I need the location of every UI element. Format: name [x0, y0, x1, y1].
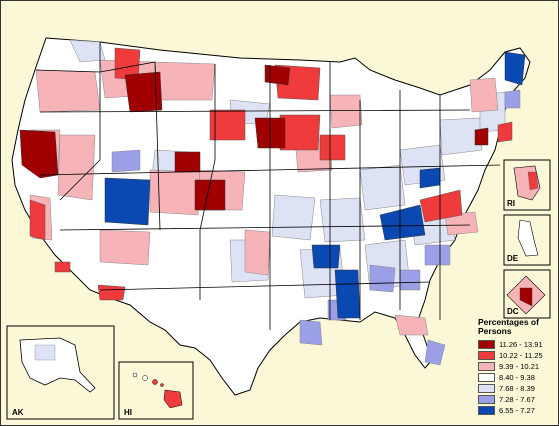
state-boundaries: [35, 42, 501, 330]
lavender-regions: [111, 89, 521, 366]
legend-item: 10.22 - 11.25: [478, 350, 556, 361]
legend-item: 11.26 - 13.91: [478, 339, 556, 350]
legend-item: 6.55 - 7.27: [478, 405, 556, 416]
legend-swatch: [478, 395, 495, 404]
legend-label: 7.68 - 8.39: [499, 384, 535, 393]
legend-label: 6.55 - 7.27: [499, 406, 535, 415]
ri-label: RI: [507, 199, 515, 208]
ri-highlight: [527, 171, 539, 191]
alaska-highlight: [34, 344, 56, 361]
legend-swatch: [478, 340, 495, 349]
dc-label: DC: [507, 307, 519, 316]
de-shape: [517, 219, 539, 257]
legend-item: 8.40 - 9.38: [478, 372, 556, 383]
legend-item: 7.68 - 8.39: [478, 383, 556, 394]
legend-swatch: [478, 373, 495, 382]
hi-label: HI: [124, 408, 132, 417]
legend: Percentages of Persons 11.26 - 13.91 10.2…: [478, 318, 556, 422]
de-label: DE: [507, 254, 519, 263]
legend-label: 10.22 - 11.25: [499, 351, 543, 360]
legend-label: 9.39 - 10.21: [499, 362, 540, 371]
dark-blue-regions: [104, 51, 526, 319]
legend-swatch: [478, 362, 495, 371]
legend-label: 11.26 - 13.91: [499, 340, 543, 349]
legend-title: Percentages of Persons: [478, 317, 539, 336]
legend-swatch: [478, 406, 495, 415]
legend-item: 7.28 - 7.67: [478, 394, 556, 405]
legend-item: 9.39 - 10.21: [478, 361, 556, 372]
legend-swatch: [478, 384, 495, 393]
red-regions: [29, 47, 513, 301]
hawaii-inset-box: [118, 361, 194, 420]
legend-rows: 11.26 - 13.91 10.22 - 11.25 9.39 - 10.21 8.…: [478, 339, 556, 416]
legend-label: 7.28 - 7.67: [499, 395, 535, 404]
ak-label: AK: [12, 408, 24, 417]
dc-highlight: [519, 287, 533, 307]
hawaii-islands: [132, 372, 183, 409]
legend-swatch: [478, 351, 495, 360]
legend-label: 8.40 - 9.38: [499, 373, 535, 382]
